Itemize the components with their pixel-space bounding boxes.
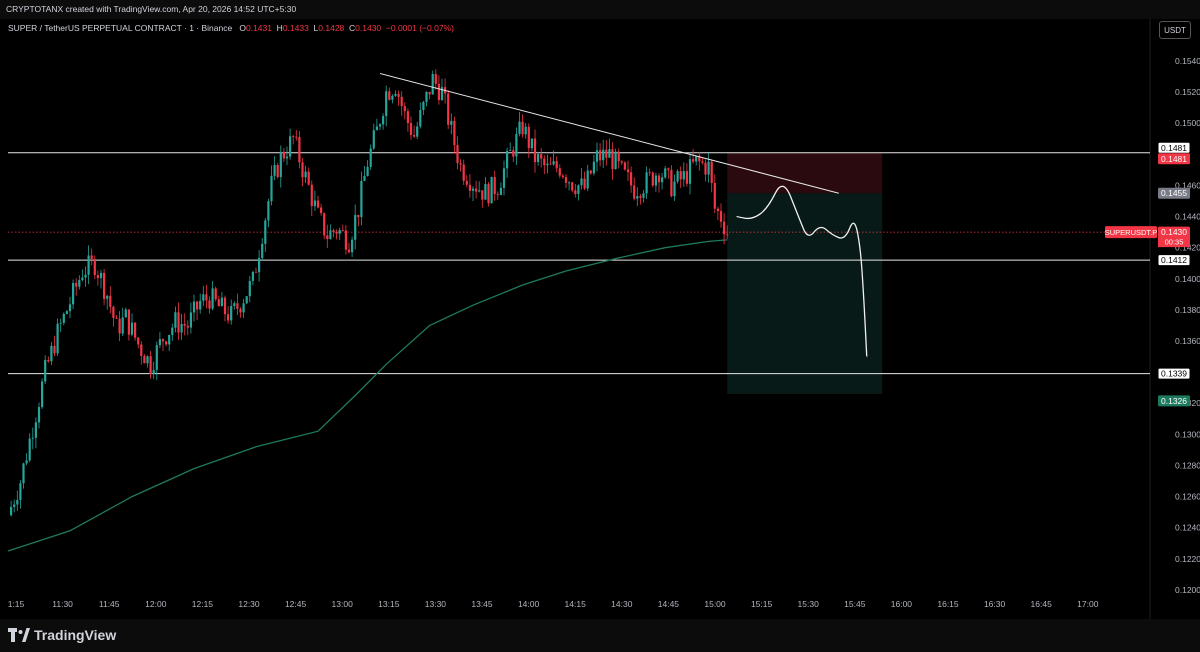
tradingview-logo-icon <box>8 628 30 642</box>
open-label: O <box>239 23 246 33</box>
symbol-title: SUPER / TetherUS PERPETUAL CONTRACT · 1 … <box>8 23 233 33</box>
top-bar: CRYPTOTANX created with TradingView.com,… <box>0 0 1200 19</box>
low-label: L <box>313 23 319 33</box>
bottom-bar: TradingView <box>0 619 1200 652</box>
close-value: 0.1430 <box>355 23 382 33</box>
high-label: H <box>276 23 283 33</box>
low-value: 0.1428 <box>318 23 345 33</box>
chart-frame[interactable] <box>0 19 1200 619</box>
high-value: 0.1433 <box>282 23 309 33</box>
close-label: C <box>349 23 356 33</box>
currency-button[interactable]: USDT <box>1159 21 1191 39</box>
change-value: −0.0001 (−0.07%) <box>385 23 454 33</box>
chart-credit: CRYPTOTANX created with TradingView.com,… <box>6 4 297 14</box>
brand-name: TradingView <box>34 627 117 643</box>
symbol-legend: SUPER / TetherUS PERPETUAL CONTRACT · 1 … <box>8 23 454 33</box>
tradingview-logo[interactable]: TradingView <box>8 627 116 643</box>
open-value: 0.1431 <box>245 23 272 33</box>
